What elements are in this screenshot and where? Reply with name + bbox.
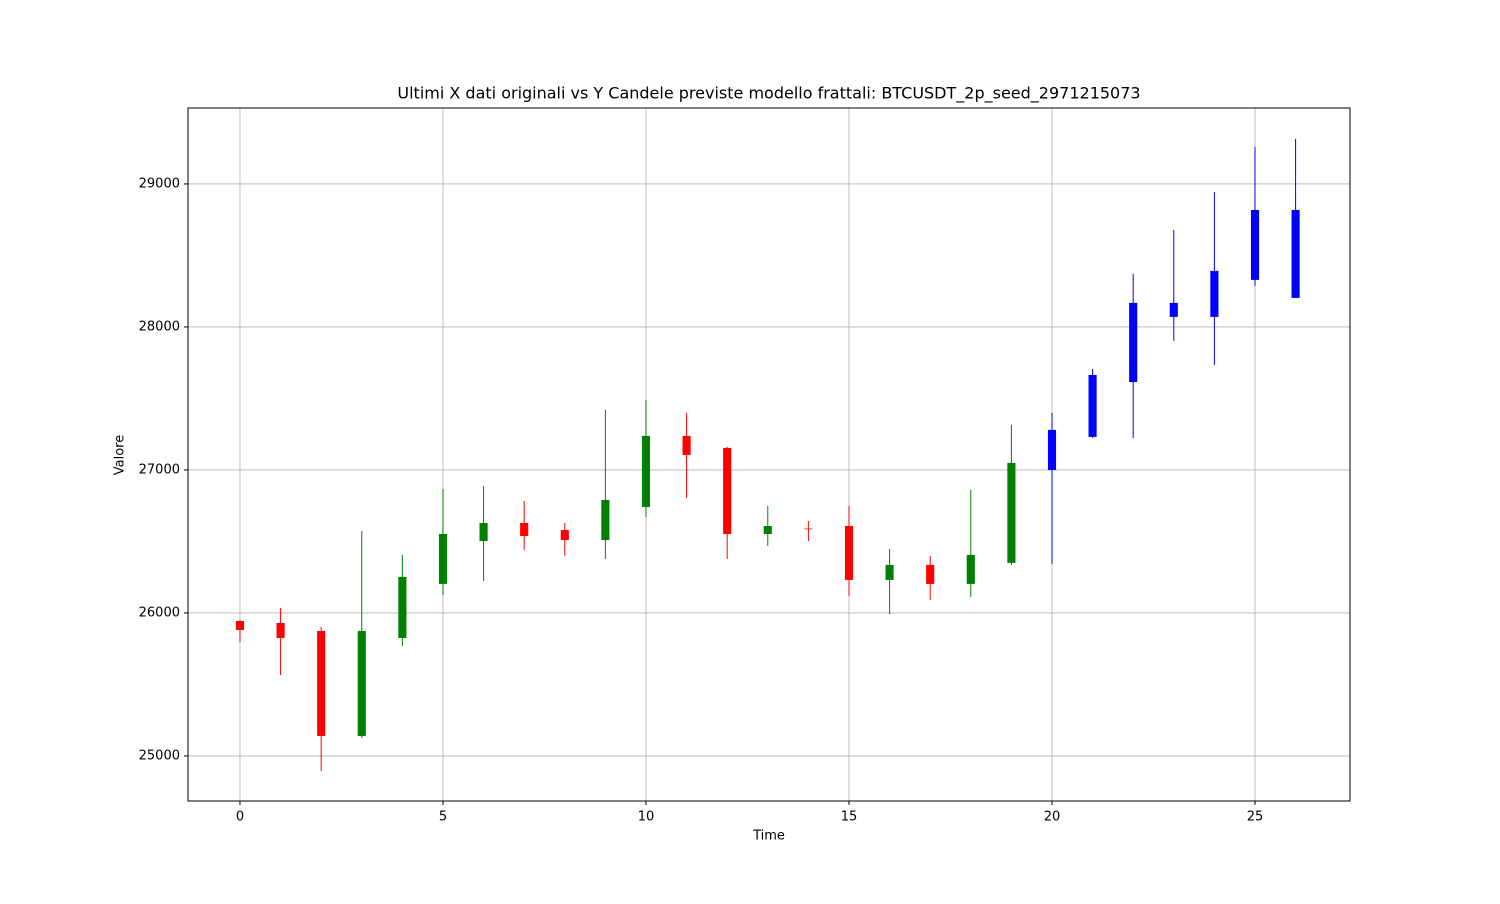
candle-body [1169, 302, 1178, 317]
candle-body [966, 554, 975, 584]
candle-body [1250, 209, 1260, 280]
candle-body [357, 630, 366, 736]
candle-body [398, 576, 407, 638]
candle-body [1088, 374, 1097, 437]
candle-body [520, 522, 529, 537]
x-tick-label: 5 [439, 810, 447, 825]
y-tick-label: 28000 [139, 319, 180, 334]
candle-body [885, 564, 894, 580]
candle-body [763, 526, 772, 535]
candle-body [926, 564, 935, 584]
y-tick-label: 29000 [139, 176, 180, 191]
candle-body [1129, 302, 1138, 382]
candle-body [1047, 429, 1057, 470]
plot-frame [187, 107, 1351, 802]
y-axis-label: Valore [113, 435, 128, 475]
candle-body [641, 435, 651, 507]
x-tick-label: 15 [841, 810, 858, 825]
x-tick-label: 0 [236, 810, 244, 825]
x-axis-label: Time [752, 829, 785, 844]
candle-body [438, 534, 448, 584]
y-tick-label: 27000 [139, 462, 180, 477]
candle-body [1007, 462, 1016, 563]
candle-body [844, 526, 854, 580]
candle-body [317, 630, 326, 736]
y-tick-label: 26000 [139, 605, 180, 620]
x-tick-label: 20 [1044, 810, 1061, 825]
candle-body [1291, 209, 1300, 298]
candle-body [804, 528, 813, 530]
candle-body [1210, 270, 1219, 317]
candle-body [723, 447, 732, 535]
x-tick-label: 25 [1247, 810, 1264, 825]
candle-body [560, 530, 569, 541]
candle-body [276, 622, 285, 638]
chart-title: Ultimi X dati originali vs Y Candele pre… [397, 84, 1140, 104]
candle-body [479, 522, 488, 542]
x-tick-label: 10 [638, 810, 655, 825]
candle-body [682, 435, 691, 455]
candle-body [235, 620, 245, 630]
y-tick-label: 25000 [139, 748, 180, 763]
candle-body [601, 499, 610, 541]
